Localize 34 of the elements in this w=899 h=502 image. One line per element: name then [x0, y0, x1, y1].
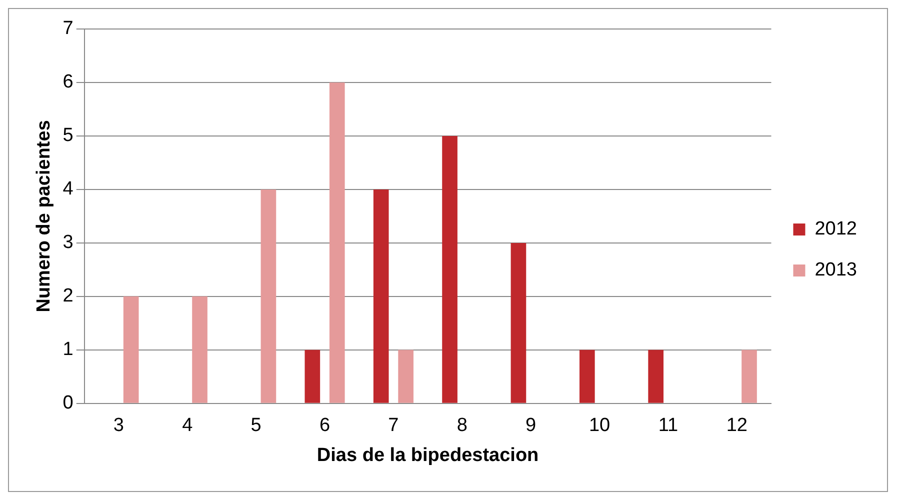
bar	[329, 82, 345, 403]
bar	[442, 136, 458, 403]
x-axis-title: Dias de la bipedestacion	[316, 444, 539, 466]
y-tick-label: 2	[62, 286, 74, 307]
x-tick-label: 3	[113, 415, 124, 436]
legend-label: 2012	[814, 218, 858, 240]
x-tick-label: 11	[658, 415, 678, 436]
x-tick-label: 8	[456, 415, 468, 436]
x-tick-label: 12	[726, 415, 748, 436]
bar	[260, 189, 276, 403]
bar	[648, 350, 664, 403]
y-tick-label: 3	[62, 232, 74, 254]
x-tick-label: 10	[588, 415, 610, 436]
bar	[373, 189, 389, 403]
x-tick-label: 5	[250, 415, 262, 436]
bar	[304, 350, 320, 403]
y-tick-label: 0	[62, 392, 74, 414]
x-tick-label: 7	[388, 415, 399, 436]
bar	[742, 350, 757, 403]
y-tick-label: 6	[62, 72, 74, 93]
y-tick-label: 5	[62, 125, 74, 146]
x-tick-label: 9	[526, 415, 536, 436]
y-tick-label: 1	[62, 339, 74, 360]
bar	[123, 296, 139, 403]
y-axis-title: Numero de pacientes	[34, 120, 55, 312]
y-tick-label: 7	[62, 18, 74, 40]
x-tick-label: 4	[182, 415, 194, 436]
legend-label: 2013	[814, 260, 858, 281]
y-tick-label: 4	[62, 178, 74, 200]
bar	[192, 296, 208, 403]
bar	[579, 350, 595, 403]
x-tick-label: 6	[319, 415, 330, 436]
bar	[398, 350, 414, 403]
bar	[510, 242, 526, 403]
